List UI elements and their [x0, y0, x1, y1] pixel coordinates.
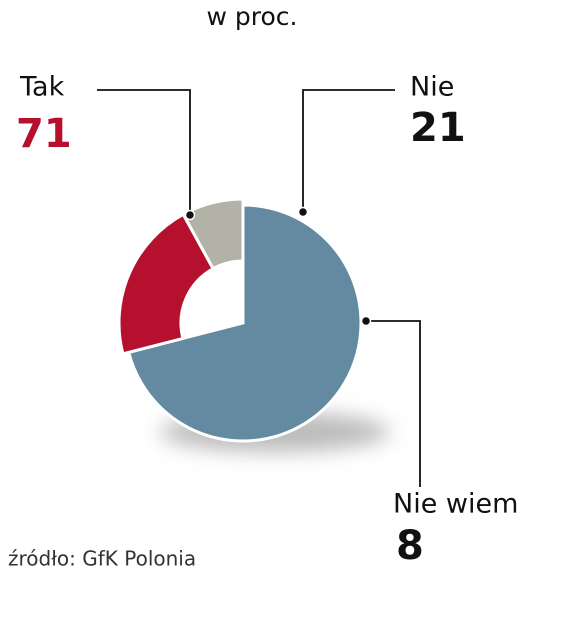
pie — [117, 197, 363, 443]
leader-line — [97, 89, 191, 215]
leader-dot — [297, 206, 309, 218]
slice-value: 8 — [396, 523, 424, 569]
pie-slice — [117, 212, 216, 356]
slice-value: 21 — [410, 105, 466, 151]
leader-dot — [360, 315, 372, 327]
leader-dot — [184, 209, 196, 221]
slice-label: Tak — [19, 72, 65, 103]
pie-slice — [126, 203, 363, 443]
leader-line — [302, 89, 395, 212]
leader-line — [366, 320, 421, 487]
slice-value: 71 — [16, 111, 72, 157]
slice-label: Nie wiem — [393, 489, 518, 520]
slice-label: Nie — [410, 72, 454, 103]
subtitle: w proc. — [207, 2, 298, 31]
source: źródło: GfK Polonia — [8, 547, 196, 571]
